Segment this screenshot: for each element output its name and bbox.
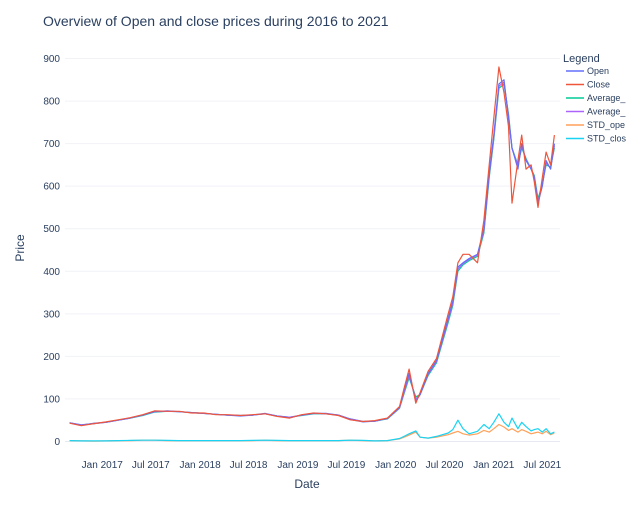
x-tick-label: Jul 2019 [327,460,365,471]
x-tick-label: Jan 2018 [179,460,221,471]
x-tick-label: Jul 2021 [523,460,561,471]
chart-title: Overview of Open and close prices during… [43,13,389,29]
legend-title: Legend [563,53,600,65]
y-tick-label: 0 [54,437,60,448]
y-tick-label: 200 [43,352,60,363]
legend-label: STD_clos [587,134,627,144]
y-tick-label: 300 [43,309,60,320]
y-tick-label: 500 [43,224,60,235]
y-tick-label: 800 [43,97,60,108]
series-line [69,83,555,426]
y-tick-label: 400 [43,267,60,278]
x-tick-label: Jan 2017 [82,460,124,471]
series-line [69,79,555,426]
legend-label: Open [587,66,609,76]
x-axis-ticks: Jan 2017 Jul 2017 Jan 2018 Jul 2018 Jan 2019… [82,460,562,471]
y-axis-ticks: 0 100 200 300 400 500 600 700 800 900 [43,54,60,448]
x-tick-label: Jul 2017 [132,460,170,471]
plot-area [69,66,555,442]
y-tick-label: 600 [43,182,60,193]
y-tick-label: 900 [43,54,60,65]
legend: Legend Open Close Average_ Average_ STD_ope S… [563,53,627,144]
gridlines [65,58,560,442]
legend-label: Average_ [587,107,626,117]
legend-label: STD_ope [587,120,625,130]
y-tick-label: 100 [43,394,60,405]
x-tick-label: Jan 2020 [375,460,417,471]
y-axis-title: Price [13,234,27,262]
legend-items: Open Close Average_ Average_ STD_ope STD_clos [566,66,627,144]
legend-label: Close [587,80,610,90]
x-tick-label: Jul 2018 [230,460,268,471]
series-line [69,81,555,426]
legend-label: Average_ [587,93,626,103]
x-axis-title: Date [294,477,320,491]
series-line [69,66,555,427]
x-tick-label: Jul 2020 [426,460,464,471]
x-tick-label: Jan 2019 [277,460,319,471]
y-tick-label: 700 [43,139,60,150]
x-tick-label: Jan 2021 [473,460,515,471]
series-line [69,413,555,442]
